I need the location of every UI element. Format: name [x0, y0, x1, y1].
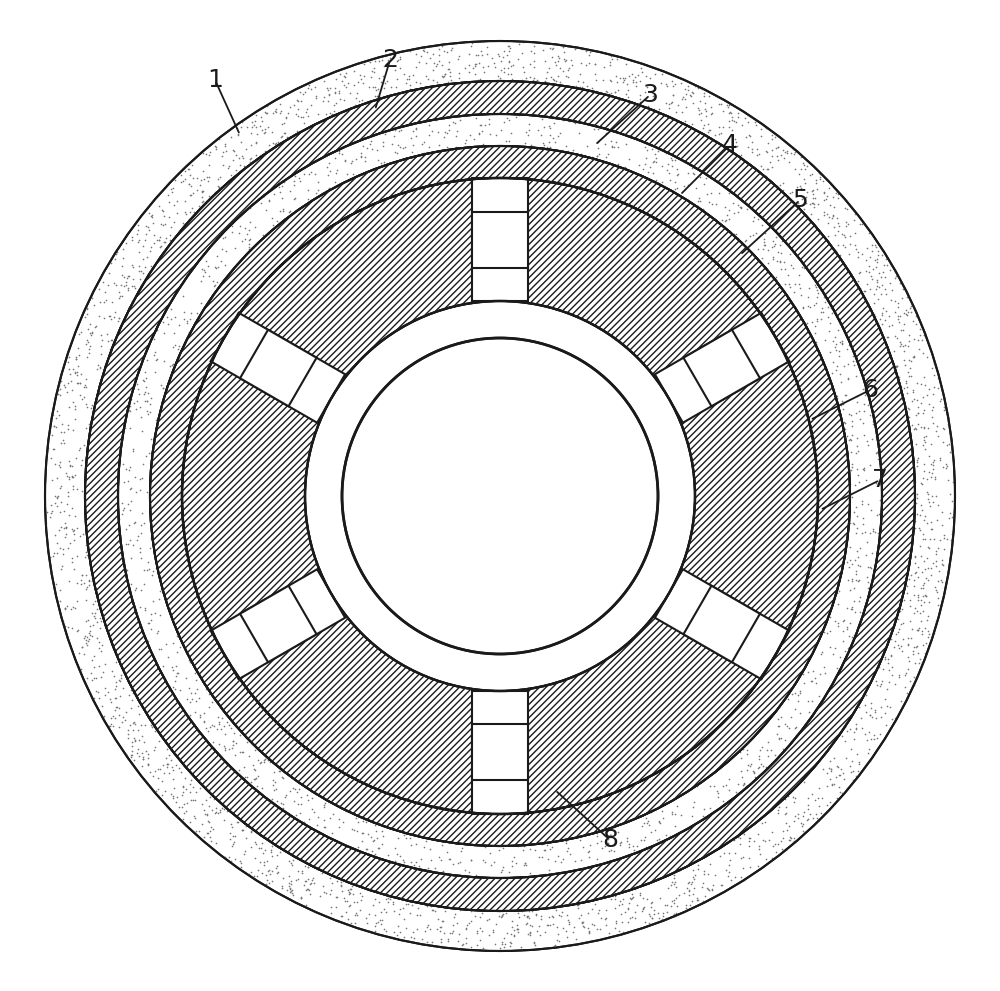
Polygon shape	[472, 178, 528, 301]
Polygon shape	[211, 569, 345, 679]
Wedge shape	[150, 146, 850, 846]
Text: 8: 8	[602, 828, 618, 852]
Text: 5: 5	[792, 188, 808, 212]
Polygon shape	[683, 330, 760, 406]
Polygon shape	[472, 691, 528, 814]
Circle shape	[342, 338, 658, 654]
Text: 3: 3	[642, 83, 658, 107]
Polygon shape	[240, 586, 317, 662]
Text: 6: 6	[862, 378, 878, 402]
Text: 2: 2	[382, 48, 398, 72]
Polygon shape	[683, 586, 760, 662]
Wedge shape	[85, 81, 915, 911]
Text: 4: 4	[722, 133, 738, 157]
Polygon shape	[472, 724, 528, 780]
Polygon shape	[211, 313, 345, 423]
Polygon shape	[240, 330, 317, 406]
Wedge shape	[45, 41, 955, 951]
Polygon shape	[655, 313, 789, 423]
Wedge shape	[182, 178, 818, 814]
Text: 7: 7	[872, 468, 888, 492]
Polygon shape	[655, 569, 789, 679]
Polygon shape	[472, 212, 528, 268]
Text: 1: 1	[207, 68, 223, 92]
Wedge shape	[118, 114, 882, 878]
